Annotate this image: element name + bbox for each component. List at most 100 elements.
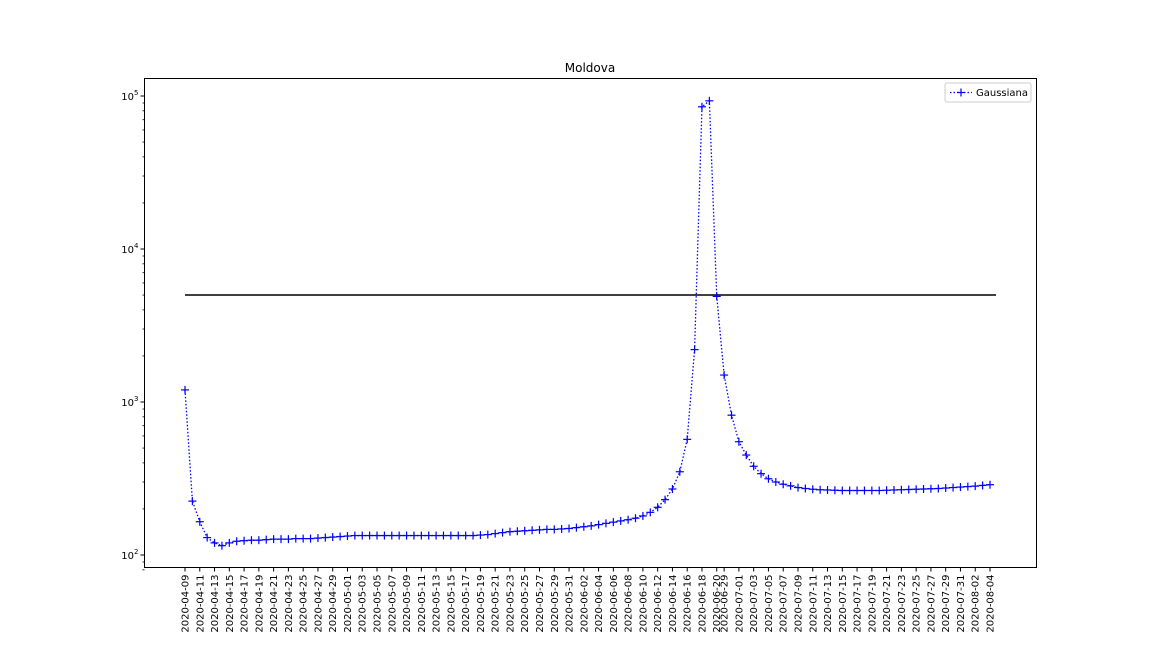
data-point-marker [661,495,670,504]
x-tick-label: 2020-04-27 [313,575,324,633]
data-point-marker [254,536,263,545]
x-tick-label: 2020-05-11 [417,575,428,633]
data-point-marker [668,485,677,494]
x-tick-label: 2020-05-01 [343,575,354,633]
x-tick-label: 2020-08-02 [971,575,982,633]
data-point-marker [963,482,972,491]
data-point-marker [291,534,300,543]
data-point-marker [823,485,832,494]
legend: Gaussiana [944,82,1032,103]
x-tick-label: 2020-07-05 [764,575,775,633]
data-point-marker [779,480,788,489]
data-point-marker [240,536,249,545]
x-tick-label: 2020-07-07 [779,575,790,633]
data-point-marker [217,541,226,550]
data-point-marker [432,531,441,540]
data-point-marker [624,515,633,524]
y-tick-label: 103 [121,395,138,409]
data-point-marker [587,521,596,530]
data-point-marker [697,102,706,111]
data-point-marker [461,531,470,540]
data-point-marker [520,526,529,535]
data-point-marker [328,533,337,542]
data-point-marker [749,462,758,471]
data-point-marker [262,535,271,544]
x-tick-label: 2020-07-21 [882,575,893,633]
data-point-marker [601,519,610,528]
data-point-marker [409,531,418,540]
data-point-marker [742,451,751,460]
x-tick-label: 2020-05-09 [402,575,413,633]
data-point-marker [476,531,485,540]
x-tick-label: 2020-08-04 [986,575,997,633]
data-point-marker [535,525,544,534]
x-axis: 2020-04-09 2020-04-11 2020-04-13 2020-04-15… [181,567,997,633]
data-point-marker [491,529,500,538]
data-point-marker [483,530,492,539]
data-point-marker [786,481,795,490]
data-point-marker [505,527,514,536]
x-tick-label: 2020-07-09 [793,575,804,633]
data-point-marker [350,531,359,540]
data-point-marker [875,486,884,495]
data-point-marker [498,528,507,537]
x-tick-label: 2020-06-18 [697,575,708,633]
x-tick-label: 2020-07-17 [853,575,864,633]
data-point-marker [203,533,212,542]
data-point-marker [949,483,958,492]
data-point-marker [816,485,825,494]
x-tick-label: 2020-07-27 [926,575,937,633]
x-tick-label: 2020-07-15 [838,575,849,633]
data-point-marker [830,486,839,495]
data-point-marker [793,483,802,492]
data-point-marker [542,525,551,534]
x-tick-label: 2020-05-07 [387,575,398,633]
data-point-marker [882,486,891,495]
data-point-marker [764,474,773,483]
data-point-marker [838,486,847,495]
data-point-marker [889,485,898,494]
data-point-marker [912,485,921,494]
data-point-marker [572,523,581,532]
data-point-marker [690,345,699,354]
x-tick-label: 2020-06-02 [579,575,590,633]
data-point-marker [417,531,426,540]
data-point-marker [808,485,817,494]
data-point-marker [801,484,810,493]
data-point-marker [284,535,293,544]
x-tick-label: 2020-05-29 [550,575,561,633]
data-point-marker [395,531,404,540]
data-point-marker [720,371,729,380]
data-point-marker [358,531,367,540]
chart-title: Moldova [565,61,615,75]
data-point-marker [727,411,736,420]
y-tick-label: 105 [121,89,138,103]
data-point-marker [565,524,574,533]
x-tick-label: 2020-07-01 [734,575,745,633]
x-tick-label: 2020-05-25 [520,575,531,633]
data-point-marker [683,435,692,444]
x-tick-label: 2020-05-05 [373,575,384,633]
x-tick-label: 2020-07-13 [823,575,834,633]
x-tick-label: 2020-06-10 [638,575,649,633]
data-point-marker [845,486,854,495]
data-point-marker [373,531,382,540]
legend-marker-plus-icon [957,88,965,97]
data-point-marker [181,385,189,394]
x-tick-label: 2020-06-04 [594,575,605,633]
data-point-marker [757,469,766,478]
data-point-marker [971,482,980,491]
data-point-marker [469,531,478,540]
data-point-marker [594,520,603,529]
data-point-marker [904,485,913,494]
x-tick-label: 2020-04-21 [269,575,280,633]
x-tick-label: 2020-07-31 [956,575,967,633]
data-point-marker [934,484,943,493]
legend-box [944,82,1032,103]
data-point-marker [646,508,655,517]
data-point-marker [631,514,640,523]
data-point-marker [897,485,906,494]
data-point-marker [705,96,714,105]
data-point-marker [616,516,625,525]
